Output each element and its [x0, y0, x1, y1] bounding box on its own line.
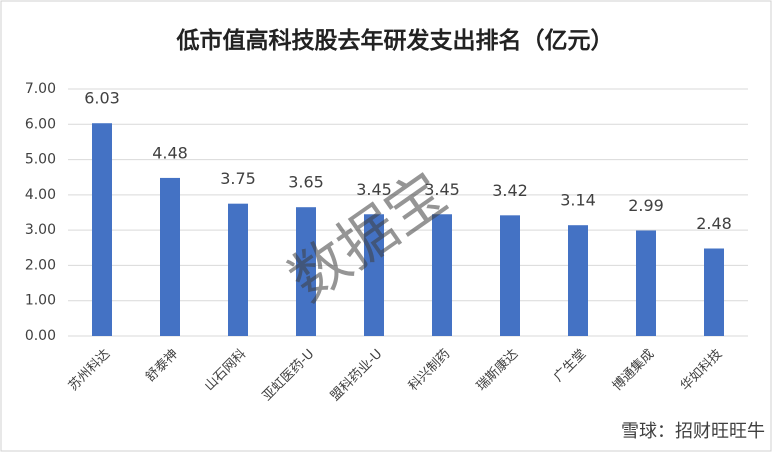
y-tick-label: 7.00: [25, 81, 56, 97]
bar: [364, 214, 384, 336]
chart-title: 低市值高科技股去年研发支出排名（亿元）: [176, 27, 614, 54]
source: 雪球：招财旺旺牛: [621, 421, 765, 442]
bar: [92, 123, 112, 336]
data-label: 3.45: [356, 180, 392, 199]
bar: [160, 177, 180, 336]
y-tick-label: 2.00: [25, 257, 56, 273]
y-tick-label: 4.00: [25, 187, 56, 203]
data-label: 3.75: [220, 169, 256, 188]
data-label: 3.42: [492, 181, 528, 200]
data-label: 4.48: [152, 143, 188, 162]
data-label: 2.99: [628, 196, 664, 215]
bar: [432, 214, 452, 336]
data-label: 3.14: [560, 191, 596, 210]
bar: [296, 207, 316, 336]
y-tick-label: 6.00: [25, 116, 56, 132]
y-tick-label: 1.00: [25, 293, 56, 309]
data-label: 3.65: [288, 173, 324, 192]
y-tick-label: 3.00: [25, 222, 56, 238]
data-label: 6.03: [84, 89, 120, 108]
data-label: 3.45: [424, 180, 460, 199]
bar: [636, 230, 656, 336]
y-tick-label: 5.00: [25, 152, 56, 168]
bar: [500, 215, 520, 336]
y-tick-label: 0.00: [25, 328, 56, 344]
bar: [228, 203, 248, 336]
data-label: 2.48: [696, 214, 732, 233]
bar: [568, 225, 588, 336]
bar: [704, 248, 724, 336]
